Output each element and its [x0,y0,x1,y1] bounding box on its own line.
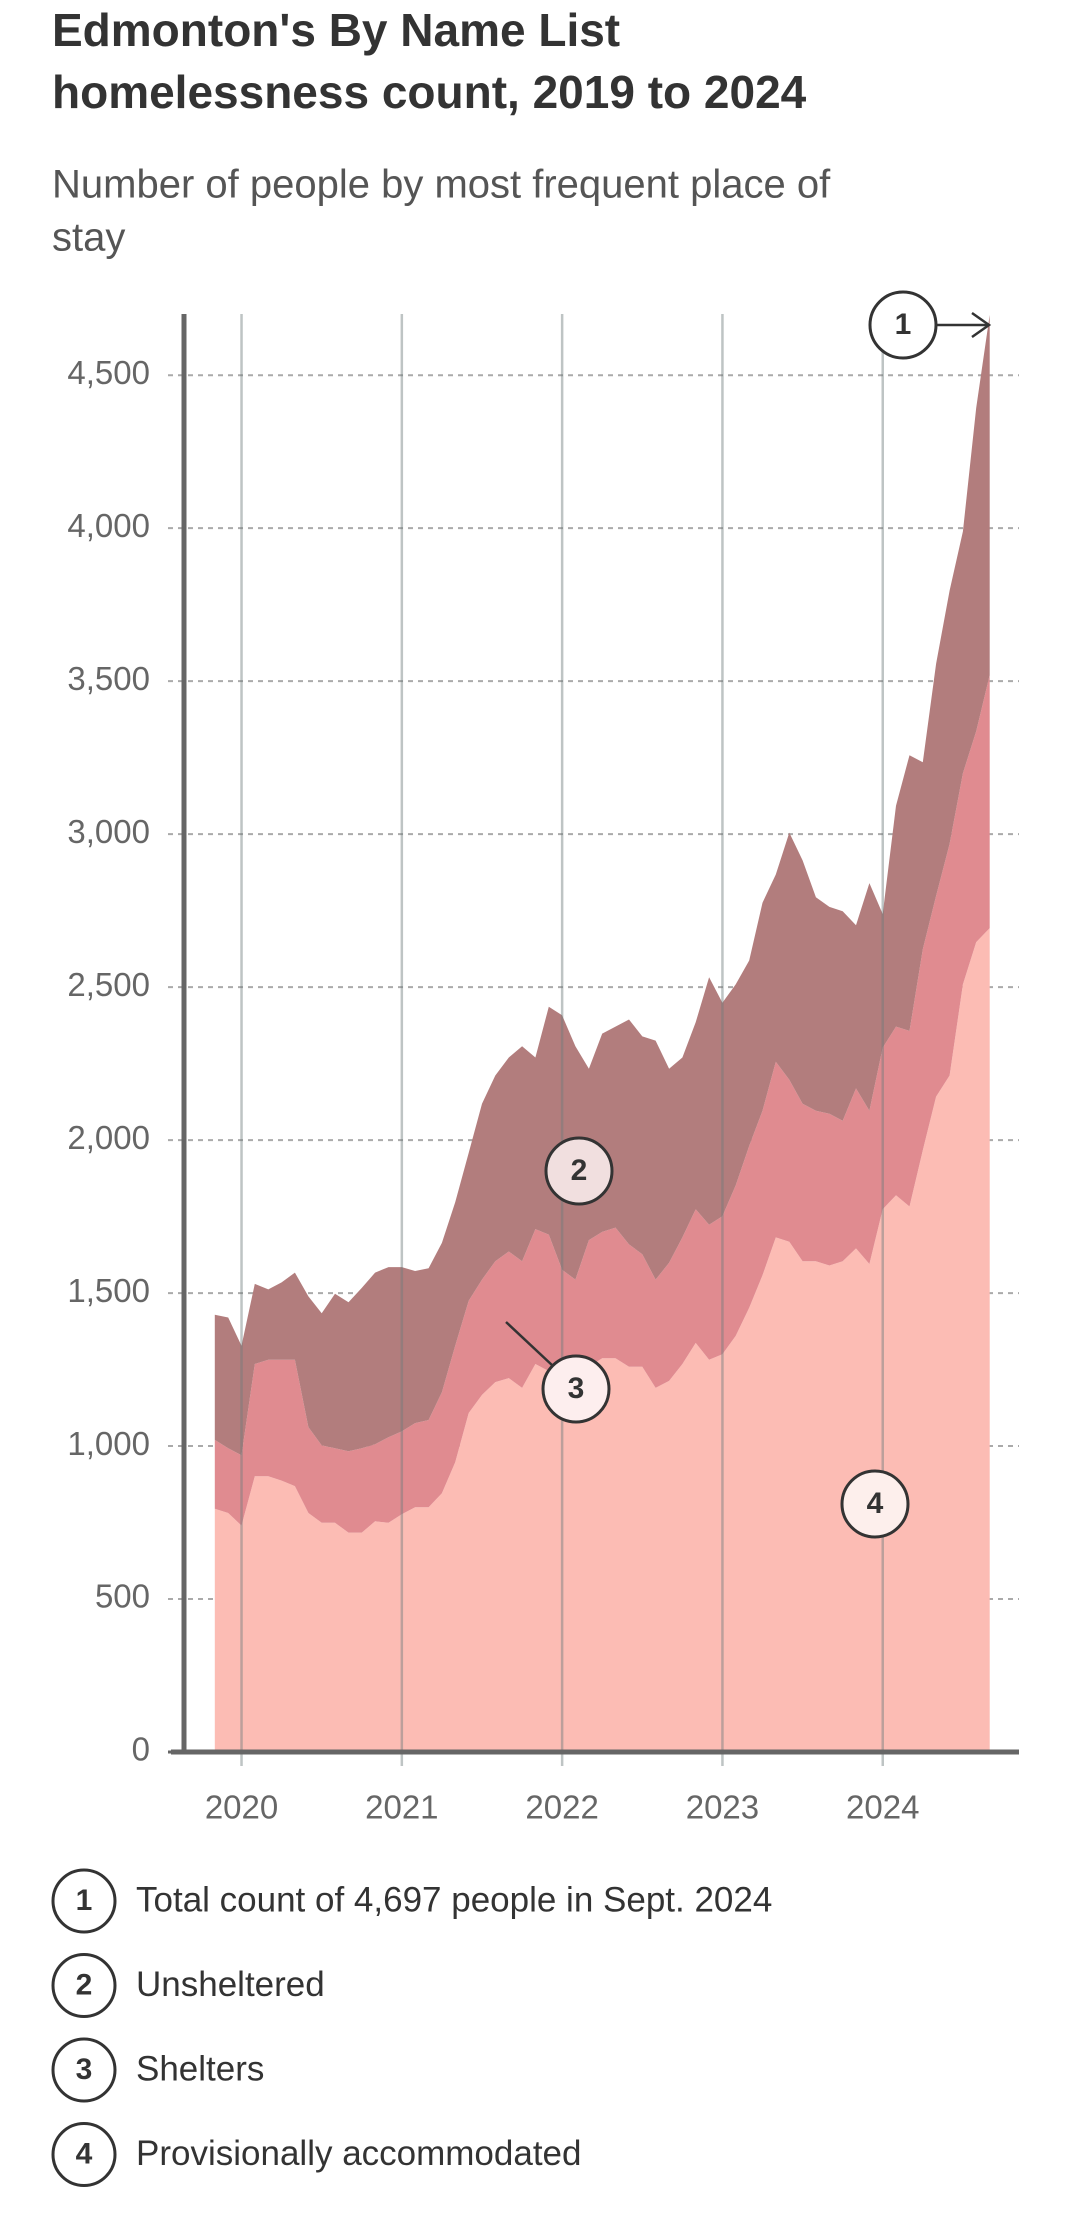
area [214,928,990,1752]
legend-number: 2 [76,1968,93,2001]
y-tick-label: 2,000 [67,1119,150,1156]
x-tick-label: 2024 [846,1789,919,1826]
legend-marker [51,2037,117,2103]
legend-marker [51,1953,117,2018]
chart-subtitle: Number of people by most frequent place … [52,163,831,207]
chart-title: homelessness count, 2019 to 2024 [52,66,807,118]
y-tick-label: 2,500 [67,966,150,1003]
y-tick-label: 1,000 [67,1425,150,1462]
x-tick-label: 2021 [365,1789,438,1826]
y-tick-label: 3,000 [67,813,150,850]
legend-marker [51,1868,117,1934]
chart-title: Edmonton's By Name List [52,4,620,56]
area [214,675,990,1533]
annotation-leader [505,1321,554,1367]
annotation-number: 2 [571,1154,588,1187]
annotation-marker [541,1354,611,1424]
x-tick-label: 2020 [205,1789,278,1826]
legend-label: Provisionally accommodated [136,2134,581,2173]
annotation-number: 4 [867,1487,884,1520]
area [214,314,990,1456]
legend-label: Unsheltered [136,1965,325,2004]
annotation-marker [868,290,938,360]
annotation-number: 1 [895,308,912,341]
legend-number: 1 [76,1884,93,1917]
y-tick-label: 4,000 [67,507,150,544]
legend-number: 3 [76,2053,93,2086]
legend-label: Total count of 4,697 people in Sept. 202… [136,1880,772,1919]
legend-number: 4 [76,2137,93,2170]
annotation-arrowhead [971,311,992,339]
annotation-number: 3 [568,1372,585,1405]
annotation-marker [840,1469,910,1539]
y-tick-label: 3,500 [67,660,150,697]
x-tick-label: 2022 [525,1789,598,1826]
legend-marker [51,2122,117,2187]
y-tick-label: 500 [95,1578,150,1615]
chart-subtitle: stay [52,216,125,260]
y-tick-label: 1,500 [67,1272,150,1309]
y-tick-label: 0 [132,1731,150,1768]
x-tick-label: 2023 [686,1789,759,1826]
legend-label: Shelters [136,2049,264,2088]
y-tick-label: 4,500 [67,354,150,391]
annotation-marker [544,1136,614,1206]
